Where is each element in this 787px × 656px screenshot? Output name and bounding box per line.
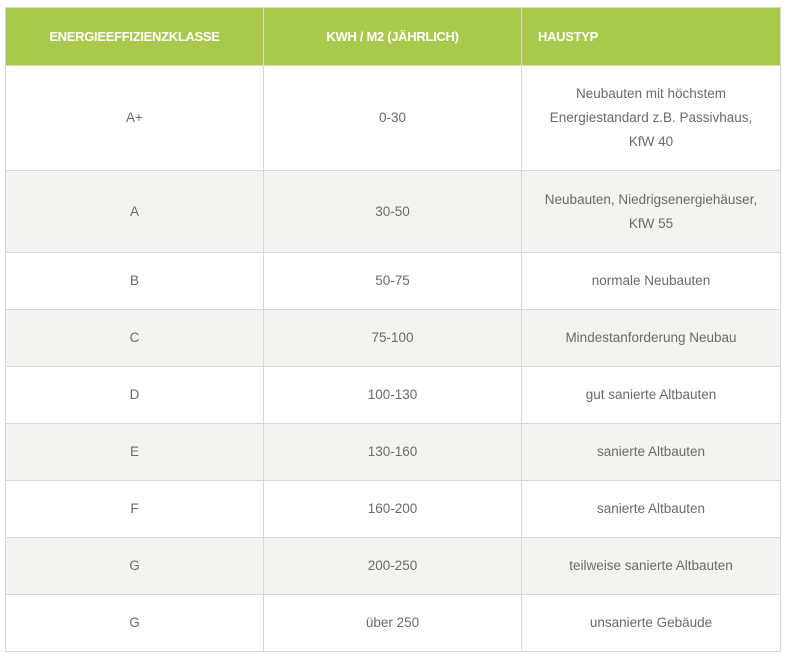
cell-class: F [5, 480, 264, 538]
cell-kwh: 160-200 [263, 480, 522, 538]
cell-haustyp: Neubauten, Niedrigsenergiehäuser, KfW 55 [521, 170, 781, 253]
cell-kwh: 200-250 [263, 537, 522, 595]
cell-kwh: über 250 [263, 594, 522, 652]
cell-class: A [5, 170, 264, 253]
header-class: Energieeffizienzklasse [5, 7, 264, 66]
table-row: D 100-130 gut sanierte Altbauten [5, 366, 781, 424]
cell-haustyp: sanierte Altbauten [521, 480, 781, 538]
cell-haustyp: gut sanierte Altbauten [521, 366, 781, 424]
cell-kwh: 130-160 [263, 423, 522, 481]
energy-class-table: Energieeffizienzklasse kWh / m2 (jährlic… [5, 7, 781, 652]
cell-class: C [5, 309, 264, 367]
cell-class: B [5, 252, 264, 310]
cell-class: G [5, 537, 264, 595]
header-row: Energieeffizienzklasse kWh / m2 (jährlic… [5, 7, 781, 66]
cell-kwh: 50-75 [263, 252, 522, 310]
table-row: G 200-250 teilweise sanierte Altbauten [5, 537, 781, 595]
cell-class: E [5, 423, 264, 481]
cell-haustyp: Mindestanforderung Neubau [521, 309, 781, 367]
header-kwh: kWh / m2 (jährlich) [263, 7, 522, 66]
cell-haustyp: Neubauten mit höchstem Energiestandard z… [521, 65, 781, 171]
cell-kwh: 100-130 [263, 366, 522, 424]
cell-kwh: 30-50 [263, 170, 522, 253]
table-row: A+ 0-30 Neubauten mit höchstem Energiestan… [5, 65, 781, 171]
cell-haustyp: teilweise sanierte Altbauten [521, 537, 781, 595]
table-row: F 160-200 sanierte Altbauten [5, 480, 781, 538]
cell-class: D [5, 366, 264, 424]
table-row: A 30-50 Neubauten, Niedrigsenergiehäuser, … [5, 170, 781, 253]
cell-haustyp: normale Neubauten [521, 252, 781, 310]
table-row: C 75-100 Mindestanforderung Neubau [5, 309, 781, 367]
header-haustyp: Haustyp [521, 7, 781, 66]
cell-kwh: 0-30 [263, 65, 522, 171]
cell-haustyp: sanierte Altbauten [521, 423, 781, 481]
cell-class: A+ [5, 65, 264, 171]
cell-haustyp: unsanierte Gebäude [521, 594, 781, 652]
cell-kwh: 75-100 [263, 309, 522, 367]
table-row: B 50-75 normale Neubauten [5, 252, 781, 310]
cell-class: G [5, 594, 264, 652]
table-row: E 130-160 sanierte Altbauten [5, 423, 781, 481]
